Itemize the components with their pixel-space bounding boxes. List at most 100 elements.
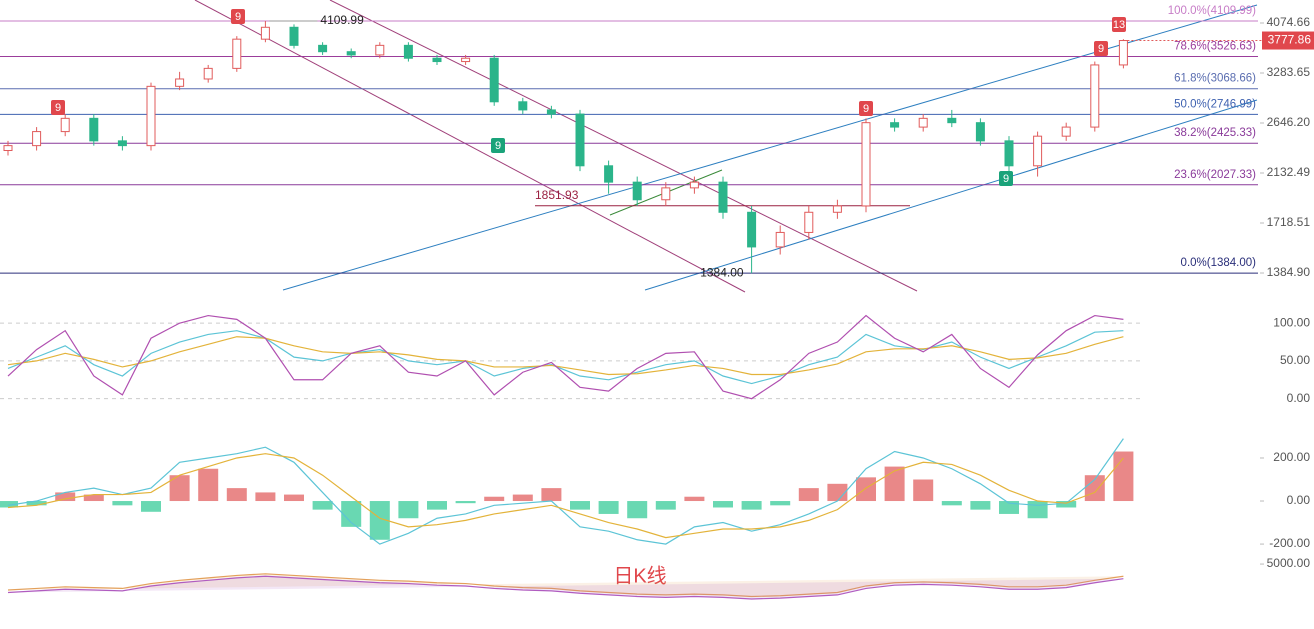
macd-bar [141, 501, 161, 512]
macd-bar [770, 501, 791, 506]
candle [289, 24, 299, 49]
candle [146, 82, 156, 151]
candle-body [546, 109, 556, 115]
low-label: 1384.00 [700, 265, 744, 279]
td-marker-label: 9 [495, 140, 501, 152]
last-price-box [1262, 31, 1314, 50]
td-marker-label: 9 [1098, 43, 1104, 55]
macd-bar [226, 488, 247, 502]
candle-body [718, 181, 728, 213]
macd-bar [512, 494, 533, 502]
y-tick-label: 2132.49 [1267, 165, 1311, 179]
macd-bar [455, 501, 476, 504]
candle [975, 118, 985, 146]
macd-bar [83, 494, 104, 502]
y-tick-label: 1384.90 [1267, 265, 1311, 279]
macd-bar [1027, 501, 1048, 519]
macd-bar [884, 466, 905, 502]
candle [232, 36, 242, 72]
candle-body [289, 26, 299, 46]
macd-bar [827, 483, 848, 502]
td-marker [231, 9, 245, 24]
candle [60, 114, 70, 137]
candle [432, 54, 442, 65]
candle-body [890, 122, 900, 128]
macd-bar [1056, 501, 1077, 508]
y-tick-label: 1718.51 [1267, 215, 1311, 229]
channel-line [329, 0, 918, 292]
candle [203, 64, 213, 83]
candle-body [489, 57, 499, 103]
candle-body [775, 231, 785, 248]
channel-line [194, 0, 746, 293]
macd-bar [713, 501, 733, 508]
candle-body [1090, 64, 1100, 128]
candle-body [60, 117, 70, 133]
candle [604, 160, 614, 194]
macd-bar [312, 501, 333, 510]
y-tick-label: 200.00 [1273, 450, 1310, 464]
candle [689, 176, 699, 194]
macd-bar [570, 501, 590, 510]
fib-label: 50.0%(2746.99) [1174, 98, 1256, 110]
candle [3, 140, 13, 156]
fib-label: 0.0%(1384.00) [1181, 257, 1257, 269]
indicator-line [7, 336, 1124, 376]
candle-body [604, 165, 614, 183]
td-marker [999, 171, 1013, 186]
macd-bar [26, 501, 47, 506]
macd-bar [427, 501, 447, 510]
candle [346, 48, 356, 59]
candle [546, 105, 556, 119]
macd-bar [598, 501, 619, 514]
indicator-line [7, 330, 1124, 385]
candle-body [661, 187, 671, 201]
candle [1004, 136, 1014, 172]
td-marker [491, 138, 505, 153]
candle-body [32, 131, 42, 147]
macd-bar [999, 501, 1019, 514]
macd-bar [169, 475, 190, 502]
macd-bar [627, 501, 648, 519]
macd-bar [1113, 451, 1134, 502]
channel-line [282, 4, 1258, 291]
td-marker-label: 9 [235, 11, 241, 23]
candle [89, 114, 99, 146]
y-tick-label: 3283.65 [1267, 65, 1311, 79]
y-tick-label: 0.00 [1287, 391, 1311, 405]
candle [1118, 39, 1128, 69]
candle-body [518, 101, 528, 111]
candle [318, 42, 328, 55]
candle-body [861, 122, 871, 207]
level-label: 1851.93 [535, 188, 579, 202]
td-marker-label: 9 [863, 103, 869, 115]
candle [747, 205, 757, 274]
macd-bar [198, 468, 219, 502]
indicator-line [7, 314, 1124, 400]
macd-bar [255, 492, 276, 502]
candle-body [1118, 40, 1128, 66]
macd-bar [856, 477, 876, 502]
candle-body [175, 78, 185, 87]
candle-body [632, 181, 642, 201]
candle [260, 21, 270, 43]
last-price-label: 3777.86 [1268, 33, 1312, 47]
macd-bar [284, 494, 304, 502]
candle-body [1061, 126, 1071, 137]
macd-bar [55, 492, 76, 502]
td-marker [51, 100, 65, 115]
macd-bar [484, 496, 505, 502]
candle [775, 225, 785, 255]
candle-body [689, 181, 699, 189]
fib-label: 23.6%(2027.33) [1174, 169, 1256, 181]
td-marker-label: 9 [1003, 173, 1009, 185]
td-marker-label: 9 [55, 102, 61, 114]
candle-body [89, 117, 99, 142]
candle [32, 127, 42, 151]
candle-body [375, 44, 385, 56]
candle [947, 109, 957, 128]
y-tick-label: 0.00 [1287, 493, 1311, 507]
fib-label: 100.0%(4109.99) [1168, 5, 1256, 17]
y-tick-label: -200.00 [1269, 536, 1310, 550]
macd-bar [655, 501, 676, 510]
